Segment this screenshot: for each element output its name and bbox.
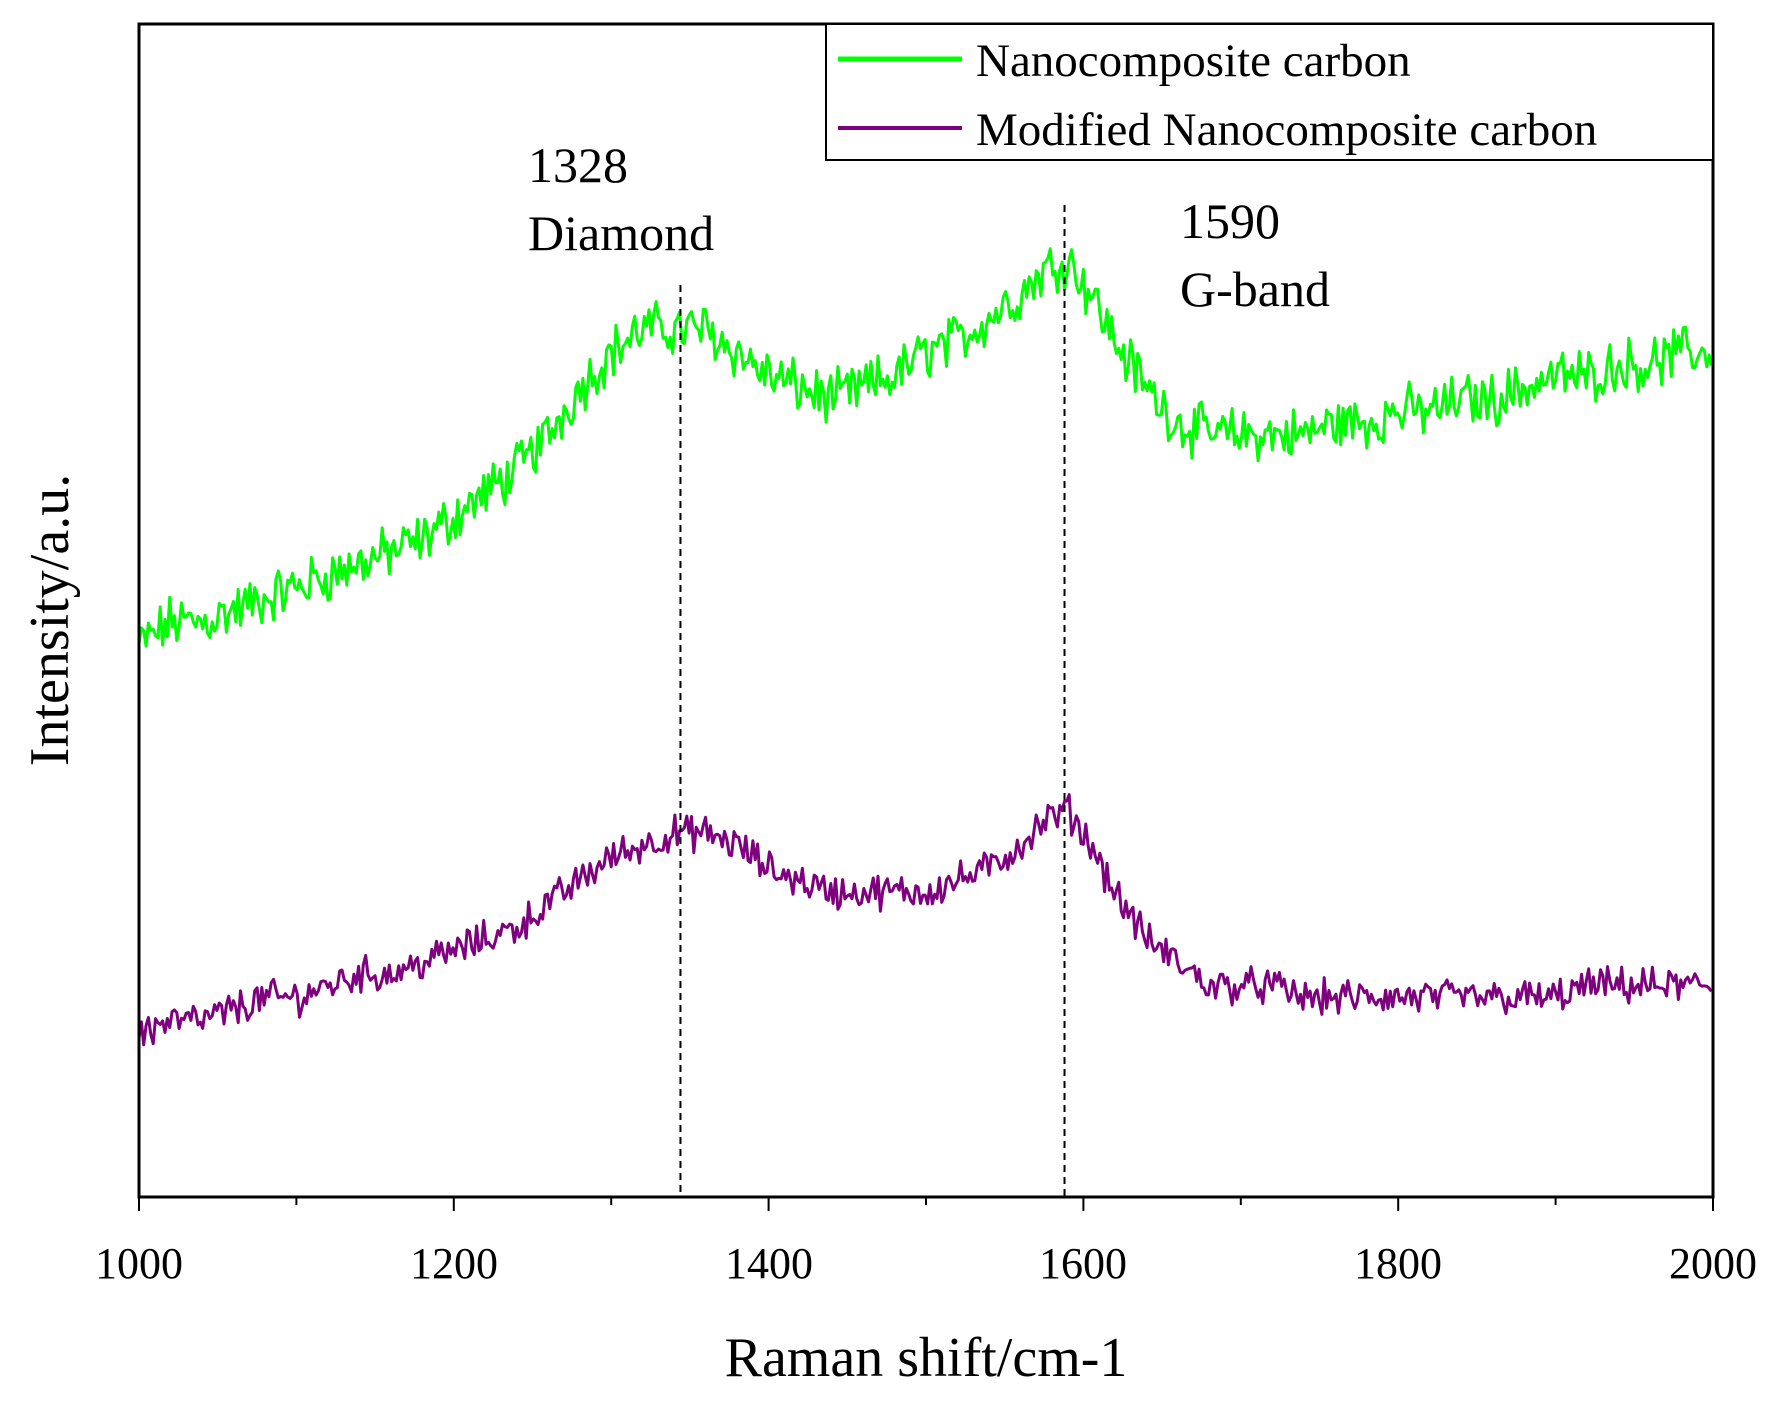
legend-label-modified: Modified Nanocomposite carbon	[976, 104, 1597, 156]
g-band-peak-label: G-band	[1180, 261, 1330, 317]
reference-lines: 1328 Diamond 1590 G-band	[528, 137, 1330, 1197]
y-axis-label: Intensity/a.u.	[19, 474, 81, 766]
legend: Nanocomposite carbon Modified Nanocompos…	[825, 23, 1714, 161]
x-tick-label-1400: 1400	[725, 1239, 813, 1288]
g-band-peak-value: 1590	[1180, 193, 1280, 249]
diamond-peak-label: Diamond	[528, 205, 714, 261]
x-tick-label-2000: 2000	[1669, 1239, 1757, 1288]
diamond-peak-value: 1328	[528, 137, 628, 193]
legend-label-nanocomposite: Nanocomposite carbon	[976, 35, 1411, 87]
x-tick-label-1800: 1800	[1354, 1239, 1442, 1288]
x-tick-label-1000: 1000	[95, 1239, 183, 1288]
x-tick-label-1600: 1600	[1039, 1239, 1127, 1288]
x-tick-label-1200: 1200	[410, 1239, 498, 1288]
x-axis-label: Raman shift/cm-1	[725, 1327, 1128, 1389]
x-axis-tick-labels: 1000 1200 1400 1600 1800 2000	[95, 1239, 1757, 1288]
series-line-nanocomposite	[137, 247, 1713, 648]
legend-box	[825, 23, 1714, 161]
x-axis-ticks	[138, 1197, 1714, 1211]
series-line-modified	[137, 793, 1713, 1047]
series-layer	[137, 247, 1713, 1047]
